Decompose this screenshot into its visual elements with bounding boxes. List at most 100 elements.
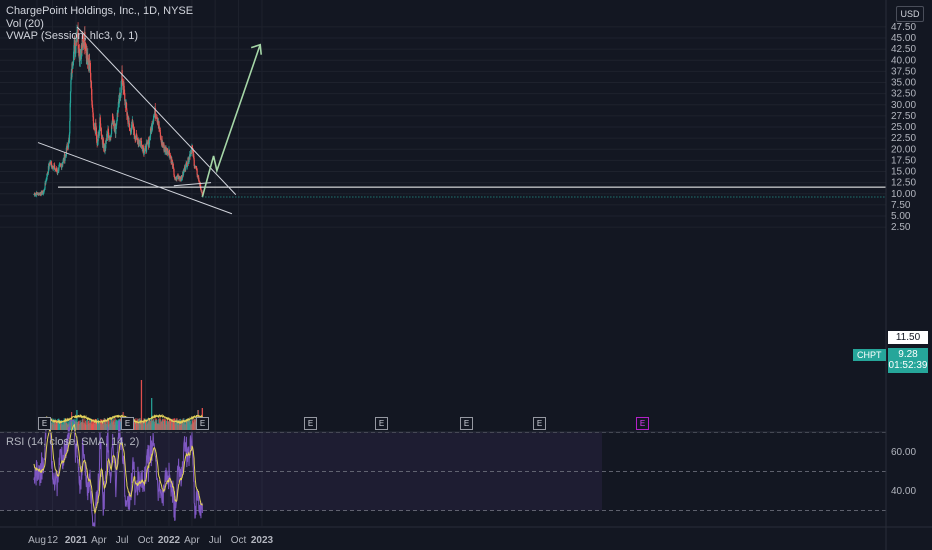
candle-body [48, 162, 50, 169]
candle-body [143, 147, 145, 154]
projection-path [201, 44, 261, 198]
price-tick-label: 20.00 [891, 144, 916, 155]
candle-body [127, 123, 129, 124]
candle-body [71, 63, 73, 70]
candle-body [148, 137, 151, 145]
candle-body [84, 45, 86, 49]
candle-body [90, 72, 92, 83]
candle-body [72, 62, 74, 63]
candle-body [58, 166, 60, 168]
candle-body [122, 81, 124, 85]
candle-body [158, 121, 160, 128]
candle-body [132, 124, 134, 131]
vwap-indicator-label[interactable]: VWAP (Session, hlc3, 0, 1) [6, 30, 139, 42]
candle-body [130, 131, 132, 134]
candle-body [90, 81, 93, 90]
candle-body [153, 114, 155, 116]
candle-body [43, 189, 45, 191]
candle-body [89, 62, 91, 73]
candle-body [180, 177, 182, 180]
candle-body [37, 192, 39, 194]
candle-body [150, 128, 152, 131]
candle-body [76, 32, 78, 42]
candle-body [131, 122, 133, 129]
earnings-marker[interactable]: E [533, 417, 546, 430]
earnings-marker[interactable]: E [121, 417, 134, 430]
candle-body [45, 179, 47, 181]
candle-body [133, 128, 136, 136]
candle-body [117, 102, 119, 108]
candle-body [173, 168, 175, 176]
time-tick-label: Jul [116, 535, 129, 546]
candle-body [185, 162, 188, 164]
volume-bar [140, 380, 143, 430]
candle-body [105, 140, 107, 149]
earnings-marker[interactable]: E [460, 417, 473, 430]
earnings-marker-upcoming[interactable]: E [636, 417, 649, 430]
volume-bar [152, 419, 155, 430]
candle-body [102, 142, 105, 149]
currency-badge[interactable]: USD [896, 6, 924, 22]
candle-body [69, 120, 71, 134]
candle-body [116, 120, 118, 123]
earnings-marker[interactable]: E [196, 417, 209, 430]
volume-bar [76, 410, 78, 430]
candle-body [92, 107, 94, 113]
bar-countdown: 01:52:39 [888, 360, 928, 371]
rsi-ma-line [33, 423, 203, 515]
candle-body [111, 124, 113, 126]
candle-body [186, 166, 188, 168]
candle-body [188, 162, 190, 164]
volume-indicator-label[interactable]: Vol (20) [6, 18, 44, 30]
candle-body [79, 53, 81, 62]
earnings-marker[interactable]: E [304, 417, 317, 430]
price-tick-label: 10.00 [891, 189, 916, 200]
candle-body [151, 125, 153, 130]
volume-bar [179, 418, 182, 430]
candle-body [121, 79, 123, 82]
candle-body [149, 136, 151, 138]
rsi-indicator-label[interactable]: RSI (14, close, SMA, 14, 2) [6, 436, 140, 448]
drawings [37, 26, 886, 215]
candle-body [110, 136, 112, 138]
candle-body [87, 55, 89, 63]
candle-body [112, 114, 114, 123]
candle-body [179, 177, 181, 178]
time-tick-label: Jul [209, 535, 222, 546]
candle-body [96, 143, 99, 145]
time-tick-label: 2021 [65, 535, 88, 546]
candle-body [62, 162, 64, 165]
candle-body [73, 45, 75, 52]
candle-body [188, 155, 190, 160]
candle-body [87, 62, 90, 66]
candle-body [94, 126, 96, 130]
candle-body [109, 136, 111, 140]
candle-body [100, 123, 102, 131]
candle-body [44, 182, 46, 189]
candle-body [144, 145, 146, 149]
candle-body [85, 49, 87, 51]
candle-body [201, 191, 203, 194]
candle-body [198, 177, 200, 182]
volume-bar [179, 419, 181, 430]
candle-body [184, 169, 186, 171]
candle-body [141, 145, 144, 147]
candle-body [97, 134, 99, 142]
candle-body [152, 124, 154, 126]
candle-body [145, 145, 147, 152]
volume-bar [51, 418, 53, 430]
earnings-marker[interactable]: E [375, 417, 388, 430]
earnings-marker[interactable]: E [38, 417, 51, 430]
candle-body [36, 193, 38, 195]
candle-body [95, 122, 97, 127]
candle-body [161, 139, 163, 146]
candle-body [155, 113, 157, 117]
rsi-tick-label: 60.00 [891, 447, 916, 458]
candle-body [123, 82, 125, 90]
candle-body [97, 141, 99, 144]
candle-body [39, 193, 42, 195]
candle-body [58, 165, 61, 167]
candle-body [152, 118, 155, 121]
candle-body [163, 143, 165, 151]
